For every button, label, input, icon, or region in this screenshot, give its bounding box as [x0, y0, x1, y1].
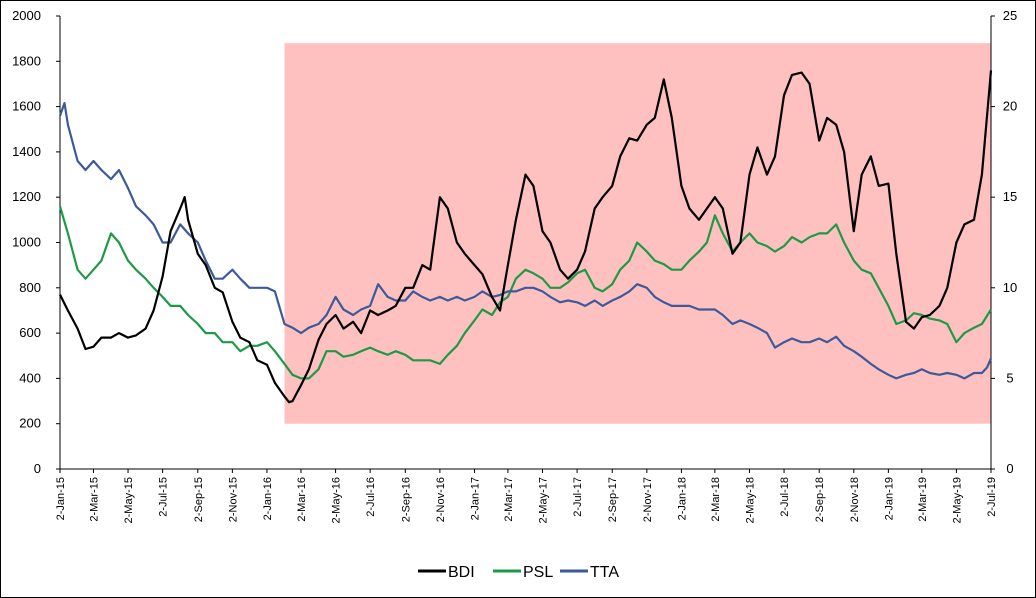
right-axis-tick-labels: 0 5 10 15 20 25 — [1003, 8, 1017, 476]
x-axis-tick-label: 2-Sep-15 — [193, 477, 205, 522]
left-axis-tick-label: 1000 — [12, 235, 41, 250]
x-axis-tick-label: 2-May-18 — [744, 477, 756, 523]
x-axis-tick-label: 2-Jan-15 — [55, 477, 67, 520]
x-axis-tick-label: 2-Jul-16 — [365, 477, 377, 517]
series-line-psl — [58, 205, 992, 380]
x-axis-tick-label: 2-Mar-18 — [710, 477, 722, 522]
x-axis-tick-label: 2-Jan-18 — [676, 477, 688, 520]
x-axis-tick-label: 2-May-15 — [123, 477, 135, 523]
left-axis-tick-label: 1600 — [12, 99, 41, 114]
right-axis-tick-label: 20 — [1003, 99, 1017, 114]
left-axis-tick-label: 2000 — [12, 8, 41, 23]
x-axis-tick-label: 2-Nov-16 — [435, 477, 447, 522]
x-axis-tick-label: 2-Nov-18 — [849, 477, 861, 522]
x-axis-tick-label: 2-Jul-18 — [779, 477, 791, 517]
series-layer — [58, 70, 993, 404]
x-axis-tick-label: 2-Mar-19 — [917, 477, 929, 522]
x-axis-tick-label: 2-May-16 — [331, 477, 343, 523]
x-axis-tick-label: 2-Jul-19 — [986, 477, 998, 517]
x-axis-tick-label: 2-Mar-17 — [503, 477, 515, 522]
x-axis-tick-label: 2-Mar-16 — [296, 477, 308, 522]
left-axis-tick-label: 400 — [19, 370, 41, 385]
x-axis-tick-label: 2-Sep-18 — [814, 477, 826, 522]
x-axis-tick-label: 2-Jan-16 — [262, 477, 274, 520]
x-axis-tick-label: 2-Jan-19 — [883, 477, 895, 520]
x-axis-tick-label: 2-May-19 — [951, 477, 963, 523]
x-axis-tick-label: 2-Sep-17 — [607, 477, 619, 522]
x-axis-tick-label: 2-Jul-15 — [158, 477, 170, 517]
x-axis-tick-label: 2-May-17 — [538, 477, 550, 523]
left-axis-tick-label: 0 — [34, 461, 41, 476]
legend-label-tta: TTA — [590, 564, 619, 581]
left-axis-tick-label: 600 — [19, 325, 41, 340]
x-axis-tick-label: 2-Nov-15 — [227, 477, 239, 522]
right-axis-tick-label: 0 — [1006, 461, 1013, 476]
x-axis-tick-label: 2-Sep-16 — [400, 477, 412, 522]
left-axis-tick-labels: 0 200 400 600 800 1000 1200 1400 1600 1800 2000 — [12, 8, 41, 476]
left-axis-tick-label: 1400 — [12, 144, 41, 159]
right-axis-tick-label: 5 — [1006, 370, 1013, 385]
legend-label-psl: PSL — [523, 564, 553, 581]
axes-layer — [56, 15, 995, 473]
legend: BDI PSL TTA — [418, 564, 619, 581]
x-axis-tick-label: 2-Mar-15 — [88, 477, 100, 522]
series-line-bdi — [59, 70, 993, 404]
shaded-region-layer — [284, 43, 991, 424]
x-axis-tick-labels: 2-Jan-15 2-Mar-15 2-May-15 2-Jul-15 2-Sep-15… — [55, 477, 998, 523]
series-line-tta — [58, 101, 993, 380]
shaded-region — [284, 43, 991, 424]
right-axis-tick-label: 10 — [1003, 280, 1017, 295]
right-axis-tick-label: 25 — [1003, 8, 1017, 23]
left-axis-tick-label: 800 — [19, 280, 41, 295]
left-axis-tick-label: 1200 — [12, 189, 41, 204]
right-axis-tick-label: 15 — [1003, 189, 1017, 204]
left-axis-tick-label: 1800 — [12, 53, 41, 68]
x-axis-tick-label: 2-Jul-17 — [572, 477, 584, 517]
x-axis-tick-label: 2-Nov-17 — [642, 477, 654, 522]
legend-label-bdi: BDI — [448, 564, 475, 581]
x-axis-tick-label: 2-Jan-17 — [469, 477, 481, 520]
left-axis-tick-label: 200 — [19, 416, 41, 431]
